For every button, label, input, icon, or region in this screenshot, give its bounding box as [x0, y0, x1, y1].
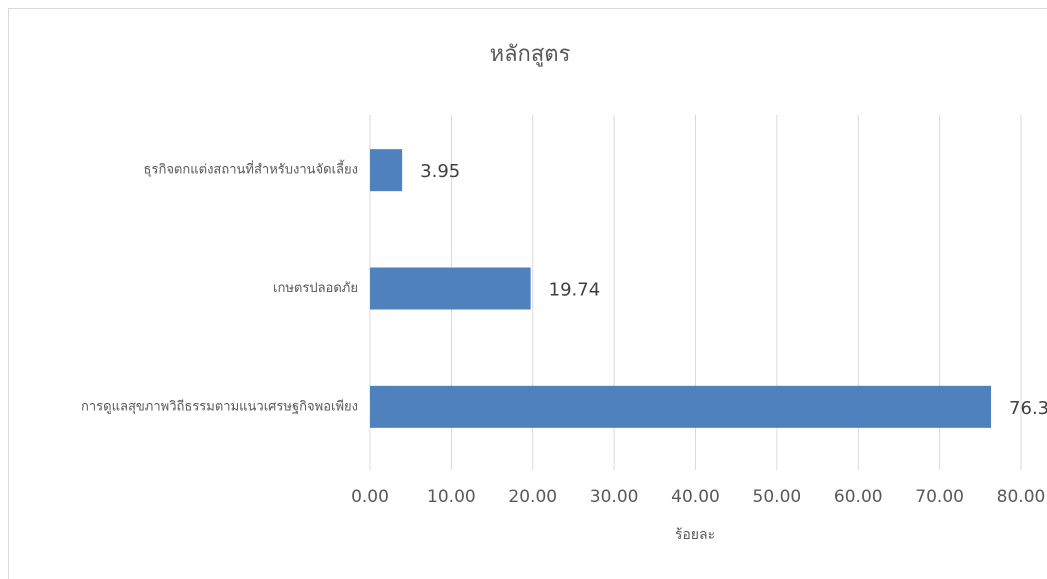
value-label: 3.95: [420, 161, 460, 182]
bar: [370, 149, 403, 192]
bar: [370, 267, 531, 310]
value-label: 76.32: [1009, 398, 1047, 419]
x-tick-label: 70.00: [915, 487, 964, 507]
x-tick-label: 30.00: [590, 487, 639, 507]
y-tick-label: เกษตรปลอดภัย: [273, 281, 358, 296]
y-tick-label: การดูแลสุขภาพวิถีธรรมตามแนวเศรษฐกิจพอเพี…: [81, 398, 358, 414]
x-tick-label: 60.00: [834, 487, 883, 507]
x-tick-label: 50.00: [753, 487, 802, 507]
x-tick-label: 80.00: [997, 487, 1046, 507]
x-tick-label: 40.00: [671, 487, 720, 507]
y-tick-label: ธุรกิจตกแต่งสถานที่สำหรับงานจัดเลี้ยง: [144, 160, 358, 178]
x-tick-label: 20.00: [508, 487, 557, 507]
x-tick-label: 10.00: [427, 487, 476, 507]
bar: [370, 385, 992, 428]
x-tick-label: 0.00: [351, 487, 389, 507]
value-label: 19.74: [549, 280, 601, 301]
chart-title: หลักสูตร: [490, 42, 571, 67]
x-axis-title: ร้อยละ: [675, 527, 715, 543]
